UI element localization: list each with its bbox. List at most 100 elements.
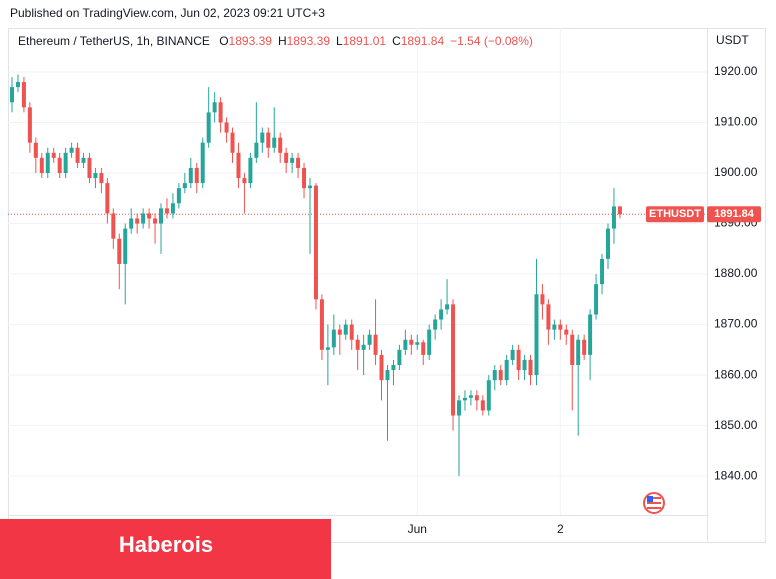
y-tick-label: 1840.00: [714, 468, 758, 482]
legend-key: C: [392, 34, 401, 48]
candle-body: [594, 284, 599, 315]
candle-body: [367, 334, 372, 345]
candle-body: [236, 152, 241, 179]
candle-body: [534, 294, 539, 376]
price-tag-text: 1891.84: [714, 208, 755, 220]
candle-body: [75, 147, 80, 163]
legend-value: 1891.84: [401, 34, 445, 48]
price-tag: [707, 206, 761, 223]
candle-body: [611, 206, 616, 229]
candle-body: [313, 185, 318, 300]
candle-body: [117, 238, 122, 264]
candle-body: [176, 188, 181, 204]
candle-body: [296, 157, 301, 168]
candle-body: [379, 354, 384, 381]
y-tick-label: 1910.00: [714, 115, 758, 129]
candle-body: [15, 82, 20, 88]
candle-body: [33, 142, 38, 158]
candle-body: [93, 173, 98, 179]
legend-key: L: [336, 34, 343, 48]
candle-body: [57, 157, 62, 174]
legend-value: 1891.01: [343, 34, 387, 48]
candle-body: [248, 157, 253, 184]
candle-body: [606, 228, 610, 259]
candle-body: [129, 218, 134, 229]
candle-body: [522, 359, 527, 371]
published-note: Published on TradingView.com, Jun 02, 20…: [10, 6, 325, 20]
candle-body: [343, 324, 348, 335]
candle-body: [111, 213, 116, 239]
candle-body: [498, 370, 503, 381]
legend: Ethereum / TetherUS, 1h, BINANCE O1893.3…: [18, 34, 533, 48]
candle-body: [87, 157, 92, 179]
candle-body: [415, 342, 420, 345]
candle-body: [349, 324, 354, 340]
x-tick-label: Jun: [408, 522, 427, 536]
candle-body: [135, 218, 140, 224]
y-tick-label: 1920.00: [714, 64, 758, 78]
candle-body: [284, 152, 289, 163]
banner-text: Haberois: [119, 532, 213, 557]
candle-body: [403, 339, 408, 350]
legend-value: 1893.39: [229, 34, 273, 48]
candle-body: [570, 334, 575, 365]
candle-body: [385, 370, 390, 381]
candle-body: [242, 178, 247, 184]
candle-body: [486, 380, 491, 411]
candle-body: [373, 334, 378, 355]
candle-body: [272, 137, 277, 148]
candle-body: [218, 102, 223, 123]
candle-body: [27, 107, 32, 143]
symbol-tag-text: ETHUSDT: [649, 208, 701, 220]
candle-body: [141, 213, 146, 224]
candle-body: [391, 364, 396, 371]
candle-body: [600, 258, 605, 285]
candle-body: [308, 185, 312, 189]
candle-body: [546, 304, 551, 330]
candle-body: [290, 157, 295, 163]
candle-body: [582, 339, 587, 355]
candle-body: [159, 208, 163, 224]
banner: [0, 519, 331, 579]
candle-body: [516, 349, 521, 371]
legend-key: H: [278, 34, 287, 48]
legend-value: 1893.39: [287, 34, 331, 48]
candle-body: [182, 183, 187, 189]
candle-body: [39, 157, 44, 174]
candle-body: [588, 314, 593, 355]
candle-body: [224, 122, 229, 133]
candle-body: [474, 395, 479, 401]
candle-body: [492, 370, 497, 381]
candle-body: [427, 329, 432, 355]
candle-body: [576, 339, 581, 365]
candle-body: [188, 167, 193, 184]
candle-body: [510, 349, 515, 360]
candle-body: [206, 112, 211, 143]
candle-body: [302, 167, 307, 189]
candle-body: [200, 142, 205, 184]
candle-body: [194, 167, 199, 184]
candle-body: [278, 137, 283, 153]
symbol-title: Ethereum / TetherUS, 1h, BINANCE: [18, 34, 210, 48]
symbol-tag: [646, 206, 704, 223]
candle-body: [45, 152, 50, 174]
x-tick-label: 2: [557, 522, 564, 536]
candle-body: [230, 132, 235, 153]
flag-icon: [643, 492, 665, 514]
grid: [8, 28, 707, 515]
y-tick-label: 1850.00: [714, 418, 758, 432]
chart-frame: [8, 28, 766, 543]
candle-body: [528, 359, 533, 376]
candle-body: [540, 294, 545, 305]
candle-body: [81, 157, 86, 163]
candle-body: [480, 400, 485, 411]
candle-body: [445, 304, 450, 310]
candle-body: [361, 344, 366, 350]
candle-body: [552, 324, 557, 330]
candle-body: [433, 319, 438, 330]
candle-body: [212, 102, 217, 113]
candle-body: [439, 309, 444, 320]
candle-body: [421, 342, 426, 355]
candle-body: [331, 329, 336, 348]
y-tick-label: 1880.00: [714, 266, 758, 280]
